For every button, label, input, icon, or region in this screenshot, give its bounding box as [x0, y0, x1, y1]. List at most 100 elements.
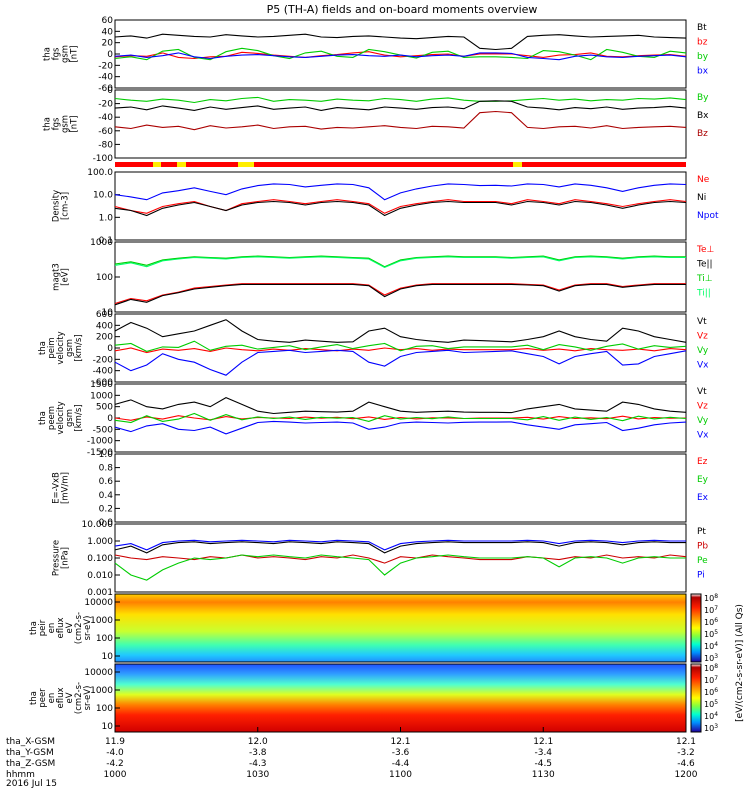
legend-Vx: Vx [697, 431, 709, 441]
y-tick-label: 200 [96, 333, 113, 343]
y-axis-label-line: velocity [56, 401, 66, 434]
y-tick-label: 1000 [90, 238, 113, 248]
colorbar-tick-exponent: 4 [714, 641, 718, 648]
y-tick-label: -600 [93, 378, 114, 388]
y-tick-label: -40 [98, 73, 113, 83]
y-axis-label-line: [nT] [70, 45, 80, 62]
legend-Vx: Vx [697, 361, 709, 371]
y-tick-label: 0.0 [99, 518, 114, 528]
panel-frame [114, 453, 687, 523]
series-Te⊥ [114, 283, 686, 305]
series-Ti⊥ [114, 255, 686, 268]
y-axis-label-line: [km/s] [74, 334, 84, 361]
y-tick-label: 1.000 [87, 537, 113, 547]
y-tick-label: 0.4 [99, 491, 114, 501]
colorbar-tick-exponent: 7 [714, 605, 718, 612]
y-axis-label-line: peem [47, 406, 57, 430]
series-Te|| [114, 283, 686, 306]
y-tick-label: -1000 [87, 437, 113, 447]
legend-Pt: Pt [697, 527, 706, 537]
colorbar-2 [690, 663, 702, 733]
colorbar-tick-exponent: 6 [714, 617, 718, 624]
y-tick-label: -60 [98, 84, 113, 94]
y-axis-label-line: sr-eV) [83, 616, 93, 641]
legend-Vy: Vy [697, 346, 709, 356]
colorbar-tick-label: 103 [704, 653, 718, 663]
legend-Ni: Ni [697, 193, 706, 203]
legend-bz: bz [697, 38, 708, 48]
y-tick-label: 10000 [84, 668, 113, 678]
colorbar-tick-exponent: 4 [714, 711, 718, 718]
legend-Ti||: Ti|| [696, 289, 711, 299]
x-info-value: 11.9 [105, 737, 125, 747]
series-Vz [114, 347, 687, 354]
series-Pi [114, 539, 686, 551]
mode-bar-segment [177, 162, 186, 167]
y-tick-label: 20 [102, 39, 114, 49]
y-axis-label-line: [nT] [70, 115, 80, 132]
y-axis-label-line: [km/s] [74, 404, 84, 431]
y-axis-label: tha fgs gsm [nT] [43, 45, 80, 63]
y-tick-label: 0.1 [99, 236, 113, 246]
y-tick-label: 0.8 [99, 464, 114, 474]
mode-bar-segment [513, 162, 522, 167]
x-info-value: 12.1 [676, 737, 696, 747]
y-axis-label-line: Density [52, 190, 62, 222]
y-axis-label-line: fgs [52, 117, 62, 130]
date-label: 2016 Jul 15 [6, 779, 57, 789]
y-axis-label-line: (cm2-s- [74, 612, 84, 644]
legend-By: By [697, 93, 709, 103]
legend-Vy: Vy [697, 416, 709, 426]
y-axis-label-line: tha [38, 341, 48, 355]
colorbar-tick-label: 105 [704, 629, 718, 639]
legend-Vt: Vt [697, 317, 707, 327]
mode-bar-segment [153, 162, 161, 167]
y-tick-label: -100 [93, 154, 114, 164]
x-info-value: 1000 [104, 770, 127, 780]
y-tick-label: 100 [96, 273, 113, 283]
legend-Te||: Te|| [696, 260, 713, 270]
y-tick-label: -40 [98, 113, 113, 123]
y-axis-label: tha peem velocity gsm [km/s] [38, 401, 84, 434]
panel-efield: 1.0 0.8 0.6 0.4 0.2 0.0 E=-VxB [mV/m] Ez Ey Ex [52, 450, 709, 528]
x-info-value: 1100 [389, 770, 412, 780]
panel-temperature: 1000 100 10 magt3 [eV] Te⊥ Te|| Ti⊥ Ti|| [52, 238, 715, 318]
series-bx [114, 52, 687, 61]
y-axis-label: magt3 [eV] [52, 263, 71, 291]
colorbar-tick-exponent: 5 [714, 699, 718, 706]
y-axis-label-line: velocity [56, 331, 66, 364]
y-tick-label: 10 [102, 308, 114, 318]
y-axis-label-line: fgs [52, 47, 62, 60]
y-axis-label-line: tha [43, 117, 53, 131]
y-tick-label: 0.001 [87, 588, 113, 598]
panel-density: 100.0 10.0 1.0 0.1 Density [cm-3] Ne Ni Npot [52, 168, 719, 246]
y-axis-label-line: tha [38, 411, 48, 425]
y-axis-label-line: en [47, 623, 57, 634]
y-axis-label-line: sr-eV) [83, 686, 93, 711]
series-Bz [114, 110, 687, 131]
panel-frame [114, 89, 687, 159]
y-axis-label: tha fgs gsm [nT] [43, 115, 80, 133]
legend-Vt: Vt [697, 387, 707, 397]
y-tick-label: 0.2 [99, 504, 113, 514]
series-Ne [114, 199, 687, 214]
series-Bt [114, 33, 687, 51]
y-axis-label-line: peer [38, 688, 48, 708]
series-Vy [114, 412, 687, 424]
y-axis-label: tha peir en eflux eV (cm2-s-sr-eV) [29, 612, 93, 644]
legend-Bz: Bz [697, 129, 708, 139]
legend-Ti⊥: Ti⊥ [696, 274, 713, 284]
y-tick-label: -500 [93, 425, 114, 435]
y-axis-label-line: tha [43, 47, 53, 61]
mode-bar-fill [115, 162, 686, 167]
legend-bx: bx [697, 67, 709, 77]
series-Ti|| [114, 256, 686, 269]
y-axis-label-line: en [47, 693, 57, 704]
colorbar-label-text: [eV/(cm2-s-sr-eV)] (All Qs) [735, 604, 745, 722]
legend-Ex: Ex [697, 493, 709, 503]
legend-Npot: Npot [697, 211, 719, 221]
x-info-value: 12.1 [390, 737, 410, 747]
colorbar-tick-label: 105 [704, 699, 718, 709]
